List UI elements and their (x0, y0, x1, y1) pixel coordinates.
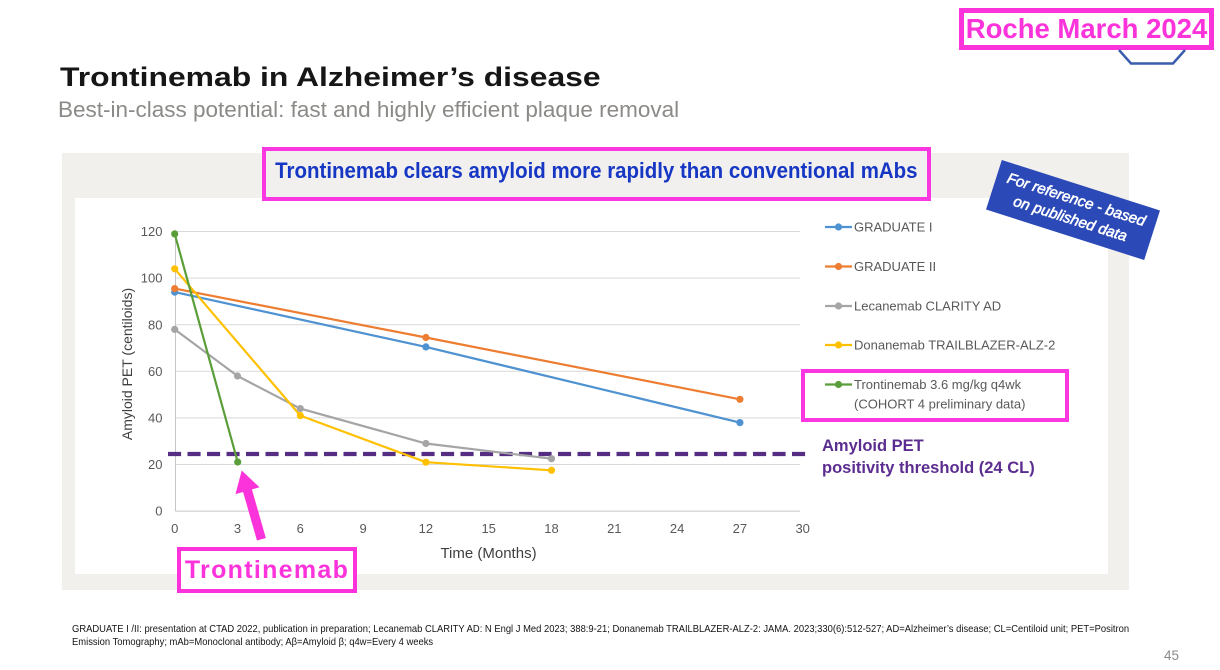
svg-text:60: 60 (148, 364, 162, 379)
svg-text:(COHORT 4 preliminary data): (COHORT 4 preliminary data) (854, 397, 1025, 412)
svg-text:0: 0 (155, 504, 162, 519)
svg-text:9: 9 (359, 521, 366, 536)
svg-text:40: 40 (148, 411, 162, 426)
svg-text:27: 27 (733, 521, 747, 536)
svg-text:24: 24 (670, 521, 684, 536)
svg-text:GRADUATE II: GRADUATE II (854, 259, 936, 274)
svg-text:120: 120 (141, 224, 163, 239)
svg-text:100: 100 (141, 271, 163, 286)
svg-text:GRADUATE I: GRADUATE I (854, 220, 933, 235)
svg-text:3: 3 (234, 521, 241, 536)
svg-text:Time (Months): Time (Months) (440, 545, 536, 562)
svg-text:6: 6 (297, 521, 304, 536)
svg-text:0: 0 (171, 521, 178, 536)
svg-text:80: 80 (148, 317, 162, 332)
svg-text:12: 12 (419, 521, 433, 536)
svg-text:18: 18 (544, 521, 558, 536)
svg-text:30: 30 (795, 521, 809, 536)
svg-text:Trontinemab 3.6 mg/kg q4wk: Trontinemab 3.6 mg/kg q4wk (854, 377, 1022, 392)
svg-text:21: 21 (607, 521, 621, 536)
svg-text:Donanemab TRAILBLAZER-ALZ-2: Donanemab TRAILBLAZER-ALZ-2 (854, 338, 1055, 353)
svg-text:15: 15 (481, 521, 495, 536)
svg-text:20: 20 (148, 457, 162, 472)
svg-text:Lecanemab CLARITY AD: Lecanemab CLARITY AD (854, 299, 1001, 314)
svg-text:Amyloid PET (centiloids): Amyloid PET (centiloids) (119, 288, 135, 440)
